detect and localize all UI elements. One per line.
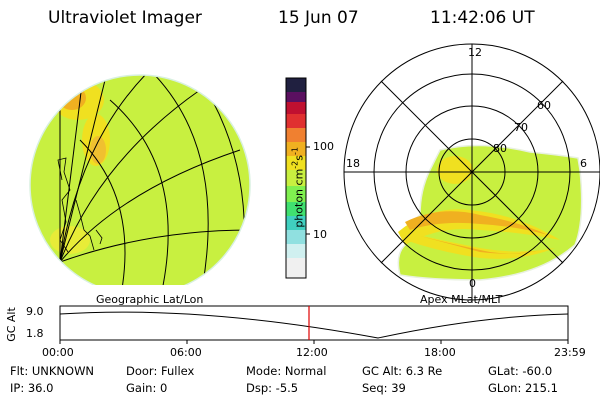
- colorbar-tick-10: 10: [313, 228, 327, 241]
- colorbar-unit-label: photon cm-2s-1: [290, 147, 306, 228]
- info-door: Door: Fullex: [126, 364, 195, 378]
- time-tick-1: 06:00: [170, 346, 202, 359]
- geographic-image: [29, 74, 251, 285]
- polar-plot: [343, 43, 600, 301]
- info-flt: Flt: UNKNOWN: [10, 364, 95, 378]
- time-tick-4: 23:59: [554, 346, 586, 359]
- info-mode: Mode: Normal: [246, 364, 327, 378]
- info-dsp: Dsp: -5.5: [246, 381, 299, 395]
- info-gcalt: GC Alt: 6.3 Re: [362, 364, 443, 378]
- info-ip: IP: 36.0: [10, 381, 54, 395]
- mlt-0-label: 0: [469, 277, 476, 290]
- info-seq: Seq: 39: [362, 381, 406, 395]
- info-gain: Gain: 0: [126, 381, 168, 395]
- right-panel-label: Apex MLat/MLT: [420, 293, 503, 306]
- info-glon: GLon: 215.1: [488, 381, 558, 395]
- mlt-6-label: 6: [580, 157, 587, 170]
- mlt-12-label: 12: [468, 46, 482, 59]
- time-tick-3: 18:00: [424, 346, 456, 359]
- colorbar: [285, 77, 310, 279]
- info-glat: GLat: -60.0: [488, 364, 553, 378]
- header-title: Ultraviolet Imager: [48, 8, 202, 28]
- header-time: 11:42:06 UT: [430, 8, 535, 28]
- lat-70-label: 70: [514, 121, 528, 134]
- gc-alt-axis-label: GC Alt: [4, 307, 18, 342]
- alt-min-label: 1.8: [26, 327, 44, 340]
- lat-60-label: 60: [537, 99, 551, 112]
- alt-max-label: 9.0: [26, 305, 44, 318]
- time-tick-0: 00:00: [42, 346, 74, 359]
- left-panel-label: Geographic Lat/Lon: [96, 293, 204, 306]
- lat-80-label: 80: [493, 142, 507, 155]
- header-date: 15 Jun 07: [278, 8, 359, 28]
- colorbar-tick-100: 100: [313, 140, 334, 153]
- altitude-plot: [59, 305, 569, 344]
- mlt-18-label: 18: [346, 157, 360, 170]
- time-tick-2: 12:00: [296, 346, 328, 359]
